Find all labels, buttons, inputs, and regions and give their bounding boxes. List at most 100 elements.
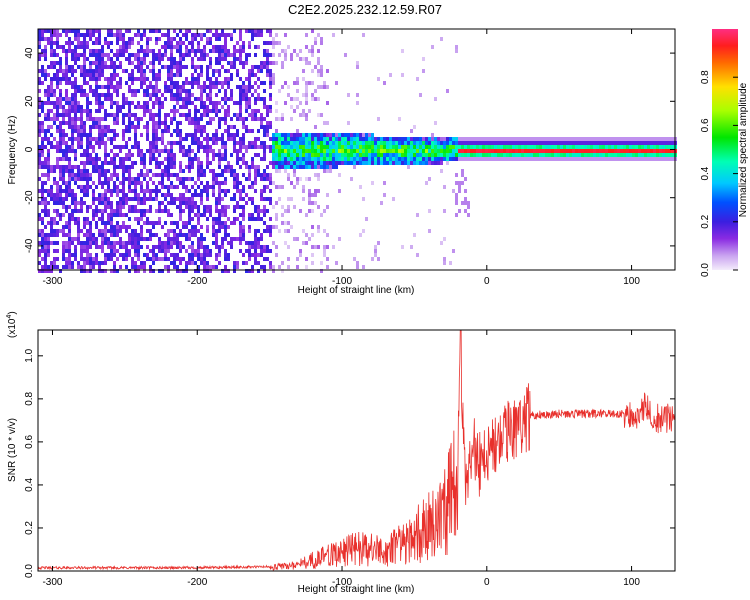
heat-cell bbox=[197, 205, 200, 209]
heat-cell bbox=[200, 93, 203, 97]
heat-cell bbox=[47, 245, 50, 249]
heat-cell bbox=[404, 157, 407, 161]
heat-cell bbox=[602, 149, 605, 153]
heat-cell bbox=[248, 113, 251, 117]
heat-cell bbox=[191, 217, 194, 221]
heat-cell bbox=[404, 161, 407, 165]
heat-cell bbox=[284, 157, 287, 161]
heat-cell bbox=[623, 137, 626, 141]
heat-cell bbox=[71, 265, 74, 269]
heat-cell bbox=[464, 137, 467, 141]
heat-cell bbox=[365, 137, 368, 141]
heat-cell bbox=[149, 189, 152, 193]
heat-cell bbox=[92, 209, 95, 213]
heat-cell bbox=[257, 93, 260, 97]
heat-cell bbox=[251, 129, 254, 133]
heat-cell bbox=[173, 173, 176, 177]
heat-cell bbox=[317, 177, 320, 181]
heat-cell bbox=[47, 249, 50, 253]
heat-cell bbox=[269, 125, 272, 129]
heat-cell bbox=[110, 245, 113, 249]
heat-cell bbox=[449, 137, 452, 141]
heat-cell bbox=[38, 81, 41, 85]
heat-cell bbox=[62, 205, 65, 209]
heat-cell bbox=[260, 193, 263, 197]
heat-cell bbox=[92, 265, 95, 269]
heat-cell bbox=[659, 149, 662, 153]
heat-cell bbox=[263, 149, 266, 153]
heat-cell bbox=[269, 149, 272, 153]
heat-cell bbox=[86, 45, 89, 49]
heat-cell bbox=[161, 93, 164, 97]
heat-cell bbox=[338, 137, 341, 141]
heat-cell bbox=[302, 197, 305, 201]
heat-cell bbox=[260, 253, 263, 257]
heat-cell bbox=[479, 141, 482, 145]
heat-cell bbox=[236, 141, 239, 145]
heat-cell bbox=[629, 145, 632, 149]
heat-cell bbox=[209, 29, 212, 33]
heat-cell bbox=[257, 253, 260, 257]
heat-cell bbox=[77, 85, 80, 89]
heat-cell bbox=[185, 225, 188, 229]
heat-cell bbox=[71, 253, 74, 257]
heat-cell bbox=[80, 137, 83, 141]
heat-cell bbox=[38, 145, 41, 149]
heat-cell bbox=[101, 105, 104, 109]
heat-cell bbox=[248, 141, 251, 145]
heat-cell bbox=[134, 261, 137, 265]
heat-cell bbox=[56, 97, 59, 101]
heat-cell bbox=[287, 177, 290, 181]
heat-cell bbox=[80, 257, 83, 261]
heat-cell bbox=[107, 181, 110, 185]
heat-cell bbox=[287, 137, 290, 141]
heat-cell bbox=[83, 265, 86, 269]
figure-title: C2E2.2025.232.12.59.R07 bbox=[288, 2, 442, 17]
heat-cell bbox=[359, 133, 362, 137]
heat-cell bbox=[128, 89, 131, 93]
heat-cell bbox=[215, 33, 218, 37]
heat-cell bbox=[143, 101, 146, 105]
heat-cell bbox=[65, 61, 68, 65]
heat-cell bbox=[308, 61, 311, 65]
heat-cell bbox=[113, 77, 116, 81]
heat-cell bbox=[170, 73, 173, 77]
heat-cell bbox=[56, 85, 59, 89]
heat-cell bbox=[80, 265, 83, 269]
heat-cell bbox=[65, 261, 68, 265]
heat-cell bbox=[158, 73, 161, 77]
heat-cell bbox=[161, 141, 164, 145]
heat-cell bbox=[260, 81, 263, 85]
heat-cell bbox=[287, 145, 290, 149]
heat-cell bbox=[104, 173, 107, 177]
heat-cell bbox=[41, 189, 44, 193]
heat-cell bbox=[50, 165, 53, 169]
heat-cell bbox=[161, 57, 164, 61]
heat-cell bbox=[140, 61, 143, 65]
heat-cell bbox=[83, 233, 86, 237]
heat-cell bbox=[38, 269, 41, 273]
heat-cell bbox=[257, 269, 260, 273]
heat-cell bbox=[236, 133, 239, 137]
heat-cell bbox=[68, 237, 71, 241]
heat-cell bbox=[269, 81, 272, 85]
heat-cell bbox=[269, 233, 272, 237]
heat-cell bbox=[308, 193, 311, 197]
heat-cell bbox=[80, 73, 83, 77]
heat-cell bbox=[641, 137, 644, 141]
heat-cell bbox=[200, 145, 203, 149]
heat-cell bbox=[146, 197, 149, 201]
heat-cell bbox=[104, 129, 107, 133]
heat-cell bbox=[122, 37, 125, 41]
heat-cell bbox=[386, 145, 389, 149]
heat-cell bbox=[392, 145, 395, 149]
heat-cell bbox=[284, 57, 287, 61]
heat-cell bbox=[86, 69, 89, 73]
heat-cell bbox=[203, 261, 206, 265]
heat-cell bbox=[74, 209, 77, 213]
heat-cell bbox=[254, 145, 257, 149]
heat-cell bbox=[533, 141, 536, 145]
heat-cell bbox=[572, 145, 575, 149]
heat-cell bbox=[206, 181, 209, 185]
heat-cell bbox=[44, 225, 47, 229]
